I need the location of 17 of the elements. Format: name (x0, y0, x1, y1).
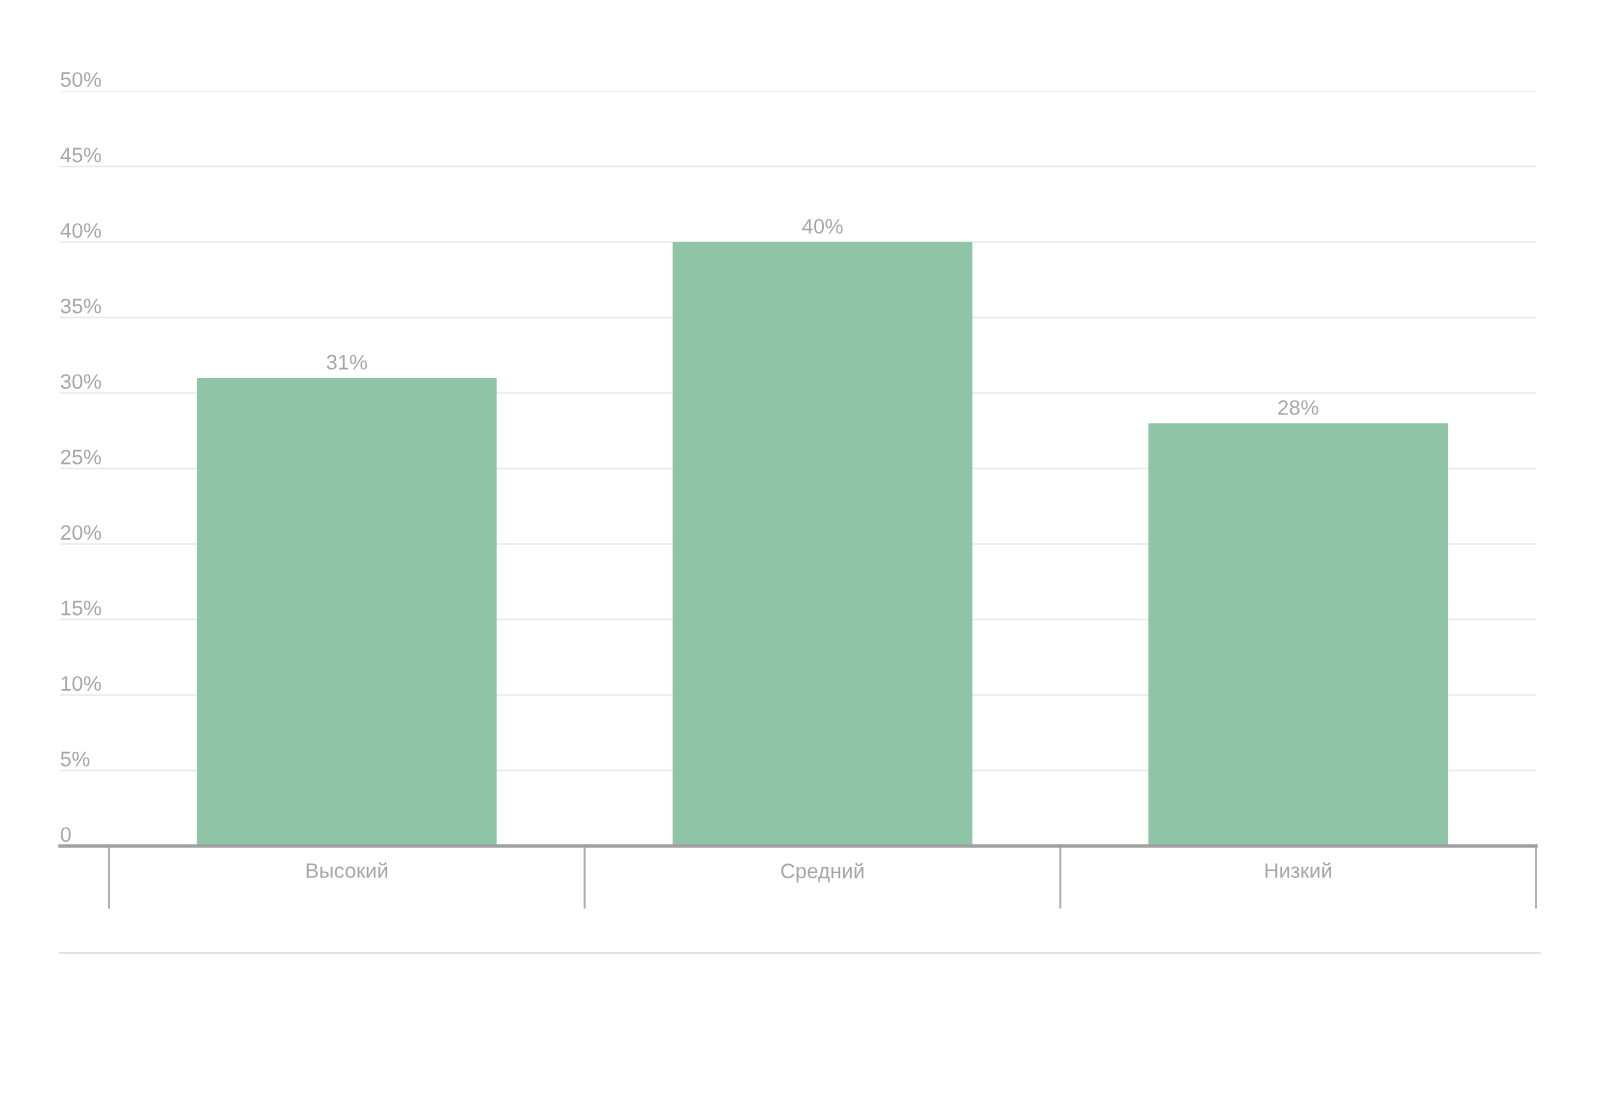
y-tick-label: 25% (61, 449, 101, 465)
x-tick-label: Средний (781, 862, 864, 883)
y-tick-label: 35% (60, 298, 101, 314)
y-tick-label: 50% (60, 72, 101, 87)
y-tick-label: 10% (61, 676, 101, 691)
x-tick-label: Низкий (1265, 862, 1332, 878)
y-tick-label: 45% (60, 147, 101, 163)
y-tick-label: 30% (60, 374, 101, 389)
data-label: 40% (802, 218, 843, 234)
y-tick-label: 0 (60, 827, 71, 842)
data-label: 28% (1278, 400, 1319, 415)
data-label: 31% (326, 354, 367, 370)
y-tick-label: 15% (61, 600, 101, 616)
y-tick-label: 40% (60, 223, 101, 238)
x-tick-label: Высокий (306, 862, 388, 878)
y-tick-label: 20% (61, 525, 101, 540)
y-tick-label: 5% (60, 751, 90, 767)
